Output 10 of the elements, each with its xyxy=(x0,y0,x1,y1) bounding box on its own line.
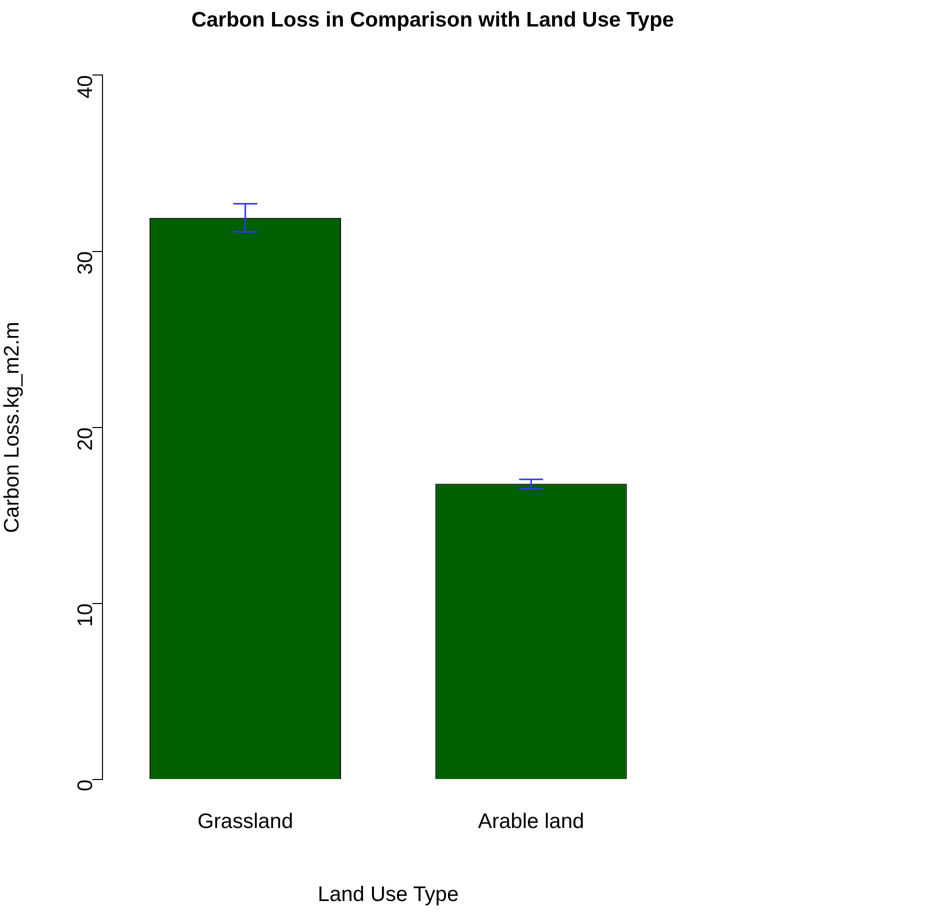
y-tick-label: 0 xyxy=(74,780,98,792)
y-tick-label: 10 xyxy=(74,604,98,627)
x-tick-label: Grassland xyxy=(197,810,294,833)
y-tick-label: 40 xyxy=(74,75,98,99)
y-tick-label: 20 xyxy=(74,427,98,451)
chart-title: Carbon Loss in Comparison with Land Use Type xyxy=(191,8,674,32)
x-tick-label: Arable land xyxy=(478,810,584,833)
x-axis-title: Land Use Type xyxy=(318,883,459,906)
y-tick-label: 30 xyxy=(74,251,98,275)
y-axis-title: Carbon Loss.kg_m2.m xyxy=(0,322,24,534)
